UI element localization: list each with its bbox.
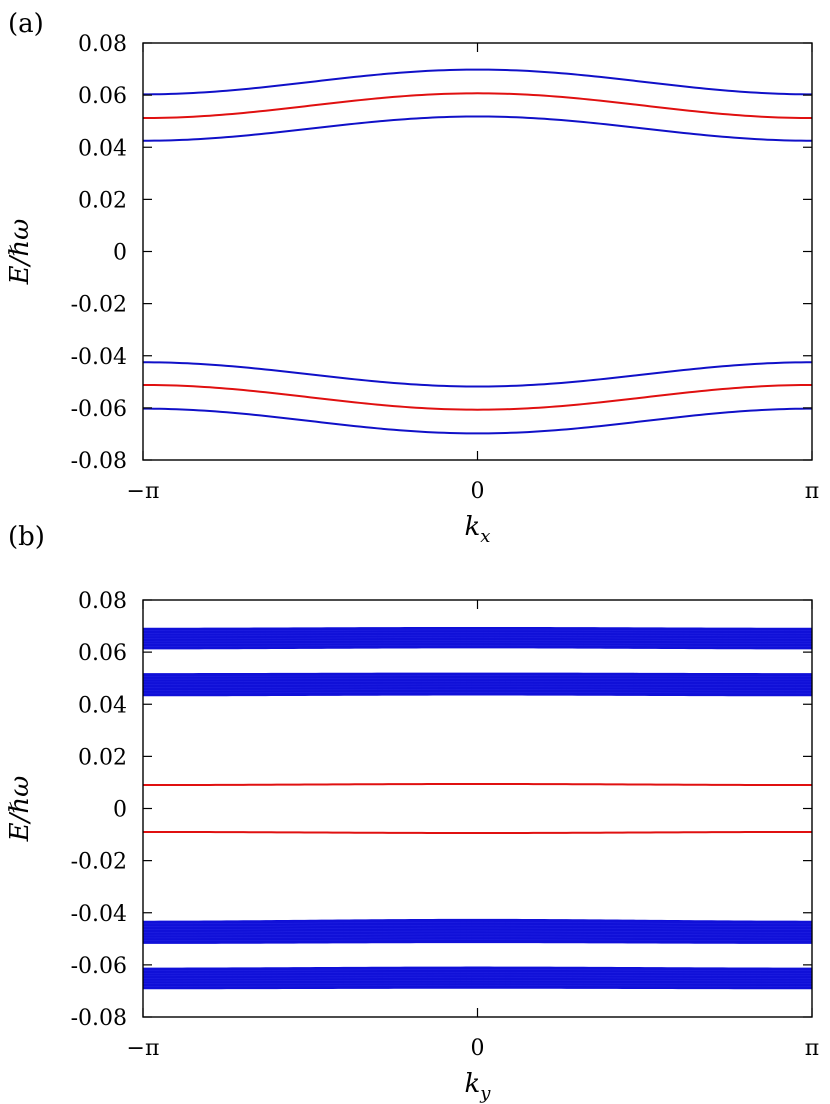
band-1-line-4	[143, 683, 812, 685]
ytick-label-6: -0.04	[71, 345, 127, 370]
band-1-line-2	[143, 689, 812, 691]
band-2-line-6	[143, 924, 812, 927]
ytick-label-1: 0.06	[78, 84, 127, 109]
band-1-line-7	[143, 675, 812, 677]
band-2-line-1	[143, 939, 812, 941]
series-line-2	[142, 115, 813, 142]
series-line-5	[142, 407, 813, 435]
plot-frame	[142, 599, 813, 1018]
panel-label: (b)	[8, 522, 45, 552]
ytick-label-4: 0	[113, 798, 127, 823]
band-3-line-3	[143, 980, 812, 982]
band-2-line-3	[143, 933, 812, 936]
ytick-label-4: 0	[113, 241, 127, 266]
band-2-line-7	[143, 922, 812, 925]
band-3-line-1	[143, 985, 812, 987]
plot-frame	[142, 42, 813, 461]
band-2-line-2	[143, 936, 812, 939]
ytick-label-0: 0.08	[78, 32, 127, 57]
y-axis-label: E/ℏω	[5, 776, 35, 843]
series-line-1	[142, 92, 813, 120]
band-0-line-6	[143, 632, 812, 634]
band-3-line-7	[143, 969, 812, 971]
y-axis-label: E/ℏω	[5, 219, 35, 286]
band-0-line-5	[143, 634, 812, 637]
ytick-label-8: -0.08	[71, 449, 127, 474]
band-2-line-5	[142, 927, 813, 930]
xtick-label-0: −π	[127, 479, 160, 504]
panel-a: 0.08 0.06 0.04 0.02 0 -0.02 -0.04 -0.06 -0.08−π 0…	[5, 9, 819, 547]
xtick-label-1: 0	[471, 1036, 485, 1061]
ytick-label-3: 0.02	[78, 188, 127, 213]
series-line-4	[142, 383, 813, 411]
xtick-label-0: −π	[127, 1036, 160, 1061]
xtick-label-1: 0	[471, 479, 485, 504]
x-axis-label: kx	[465, 512, 491, 547]
ytick-label-3: 0.02	[78, 745, 127, 770]
series-line-0	[143, 783, 812, 787]
band-1-line-1	[143, 692, 812, 694]
band-2-line-4	[143, 930, 812, 933]
band-3-line-2	[143, 982, 812, 984]
series-line-0	[142, 68, 813, 96]
panel-label: (a)	[8, 9, 44, 39]
x-axis-label: ky	[465, 1069, 492, 1104]
band-3-line-4	[143, 977, 812, 979]
ytick-label-5: -0.02	[71, 850, 127, 875]
xtick-label-2: π	[805, 1036, 819, 1061]
x-axis-label-sub: y	[479, 1083, 491, 1104]
x-axis-label-sub: x	[480, 526, 490, 547]
band-1-line-5	[143, 681, 812, 683]
series-line-1	[143, 830, 812, 834]
band-0-line-7	[143, 629, 812, 631]
ytick-label-5: -0.02	[71, 293, 127, 318]
ytick-label-0: 0.08	[78, 589, 127, 614]
band-0-line-3	[143, 640, 812, 642]
x-axis-label-main: k	[465, 1069, 481, 1099]
band-0-line-4	[143, 637, 812, 639]
ytick-label-2: 0.04	[78, 136, 127, 161]
band-1-line-6	[143, 678, 812, 680]
panel-b: 0.08 0.06 0.04 0.02 0 -0.02 -0.04 -0.06 -0.08−π 0…	[5, 522, 819, 1104]
band-1-line-3	[143, 686, 812, 688]
x-axis-label-main: k	[465, 512, 481, 542]
band-0-line-2	[143, 642, 812, 644]
ytick-label-8: -0.08	[71, 1006, 127, 1031]
xtick-label-2: π	[805, 479, 819, 504]
band-3-line-6	[143, 972, 812, 974]
series-line-3	[142, 361, 813, 388]
band-0-line-1	[143, 645, 812, 647]
band-3-line-5	[143, 974, 812, 977]
ytick-label-6: -0.04	[71, 902, 127, 927]
ytick-label-7: -0.06	[71, 954, 127, 979]
ytick-label-2: 0.04	[78, 693, 127, 718]
ytick-label-7: -0.06	[71, 397, 127, 422]
ytick-label-1: 0.06	[78, 641, 127, 666]
